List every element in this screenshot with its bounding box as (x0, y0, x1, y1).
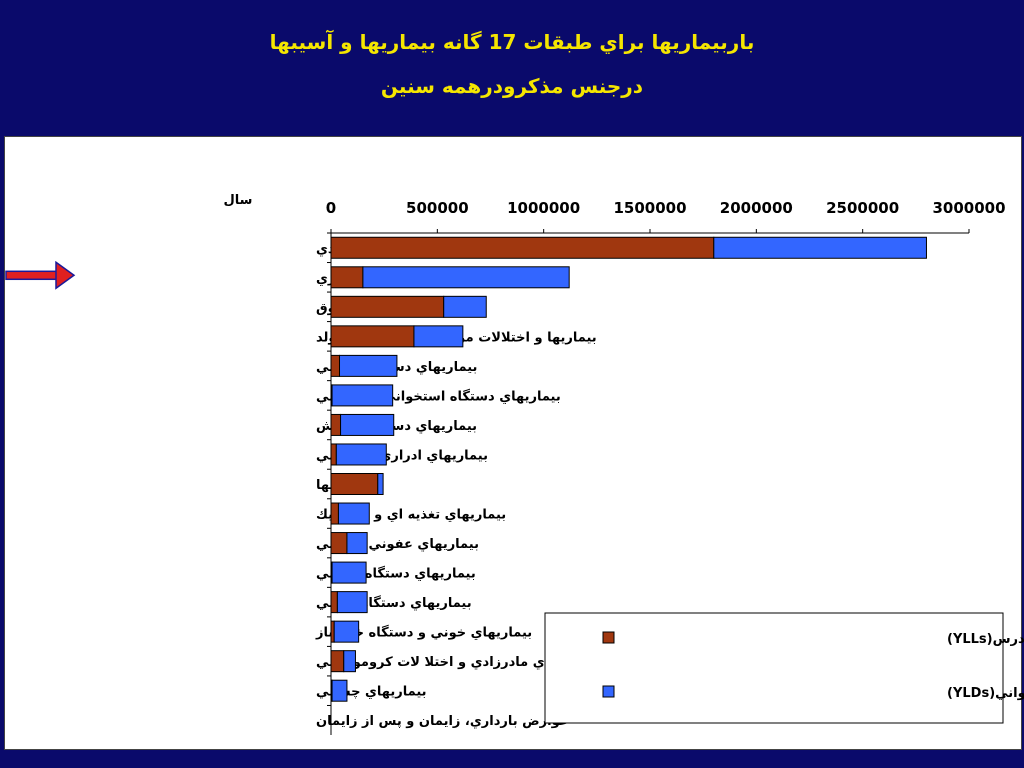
bar-yld (333, 620, 360, 643)
bar-yld (443, 295, 487, 318)
bar-yld (337, 502, 370, 525)
x-tick-label: 0 (326, 199, 336, 217)
legend-box (544, 612, 1004, 724)
bar-yld (339, 354, 398, 377)
x-tick-label: 1000000 (507, 199, 580, 217)
bar-yll (330, 443, 337, 466)
legend-swatch-yld (602, 685, 615, 698)
bar-yld (362, 266, 570, 289)
category-label: بيماريهاي مادرزادي و اختلا لات كروموزومي (316, 655, 594, 670)
bar-yll (330, 502, 339, 525)
x-tick-label: 3000000 (932, 199, 1005, 217)
bar-yll (330, 650, 345, 673)
x-tick-label: 2500000 (826, 199, 899, 217)
bar-yll (330, 473, 379, 495)
bar-yll (330, 266, 364, 289)
legend-label-yld: سالهاي سپري شده توام با ناتواني(YLDs) (947, 686, 1024, 701)
category-label: عوارض بارداري، زايمان و پس از زايمان (316, 714, 569, 729)
bar-yld (377, 473, 384, 495)
x-tick-label: 1500000 (613, 199, 686, 217)
highlight-arrow-head (55, 260, 76, 290)
legend-swatch-yll (602, 631, 615, 644)
bar-yld (413, 325, 464, 348)
bar-yll (330, 591, 338, 614)
bar-yld (343, 650, 356, 673)
bar-yld (335, 443, 387, 466)
bar-yll (330, 325, 415, 348)
bar-yll (330, 532, 348, 555)
bar-yld (713, 236, 927, 259)
y-axis-label: سال (224, 193, 253, 208)
bar-yll (330, 295, 445, 318)
category-label: بيماريهاي خوني و دستگاه خونساز (315, 625, 532, 641)
bar-yld (340, 413, 395, 436)
x-tick-label: 500000 (406, 199, 469, 217)
bar-yld (331, 384, 394, 407)
chart-title-line1: باربيماريها براي طبقات 17 گانه بيماريها … (269, 30, 755, 54)
bar-yll (330, 413, 342, 436)
bar-yld (346, 532, 368, 555)
highlight-arrow-shaft (5, 270, 59, 281)
bar-yll (330, 236, 715, 259)
chart-title-line2: درجنس مذکرودرهمه سنين (380, 74, 644, 98)
bar-yll (330, 354, 341, 377)
bar-yld (331, 679, 348, 702)
bar-yld (336, 591, 368, 614)
x-tick-label: 2000000 (720, 199, 793, 217)
bar-yld (331, 561, 367, 584)
legend-label-yll: سالهاي از دست رفته بعلت مرگ زودرس(YLLs) (947, 630, 1024, 647)
